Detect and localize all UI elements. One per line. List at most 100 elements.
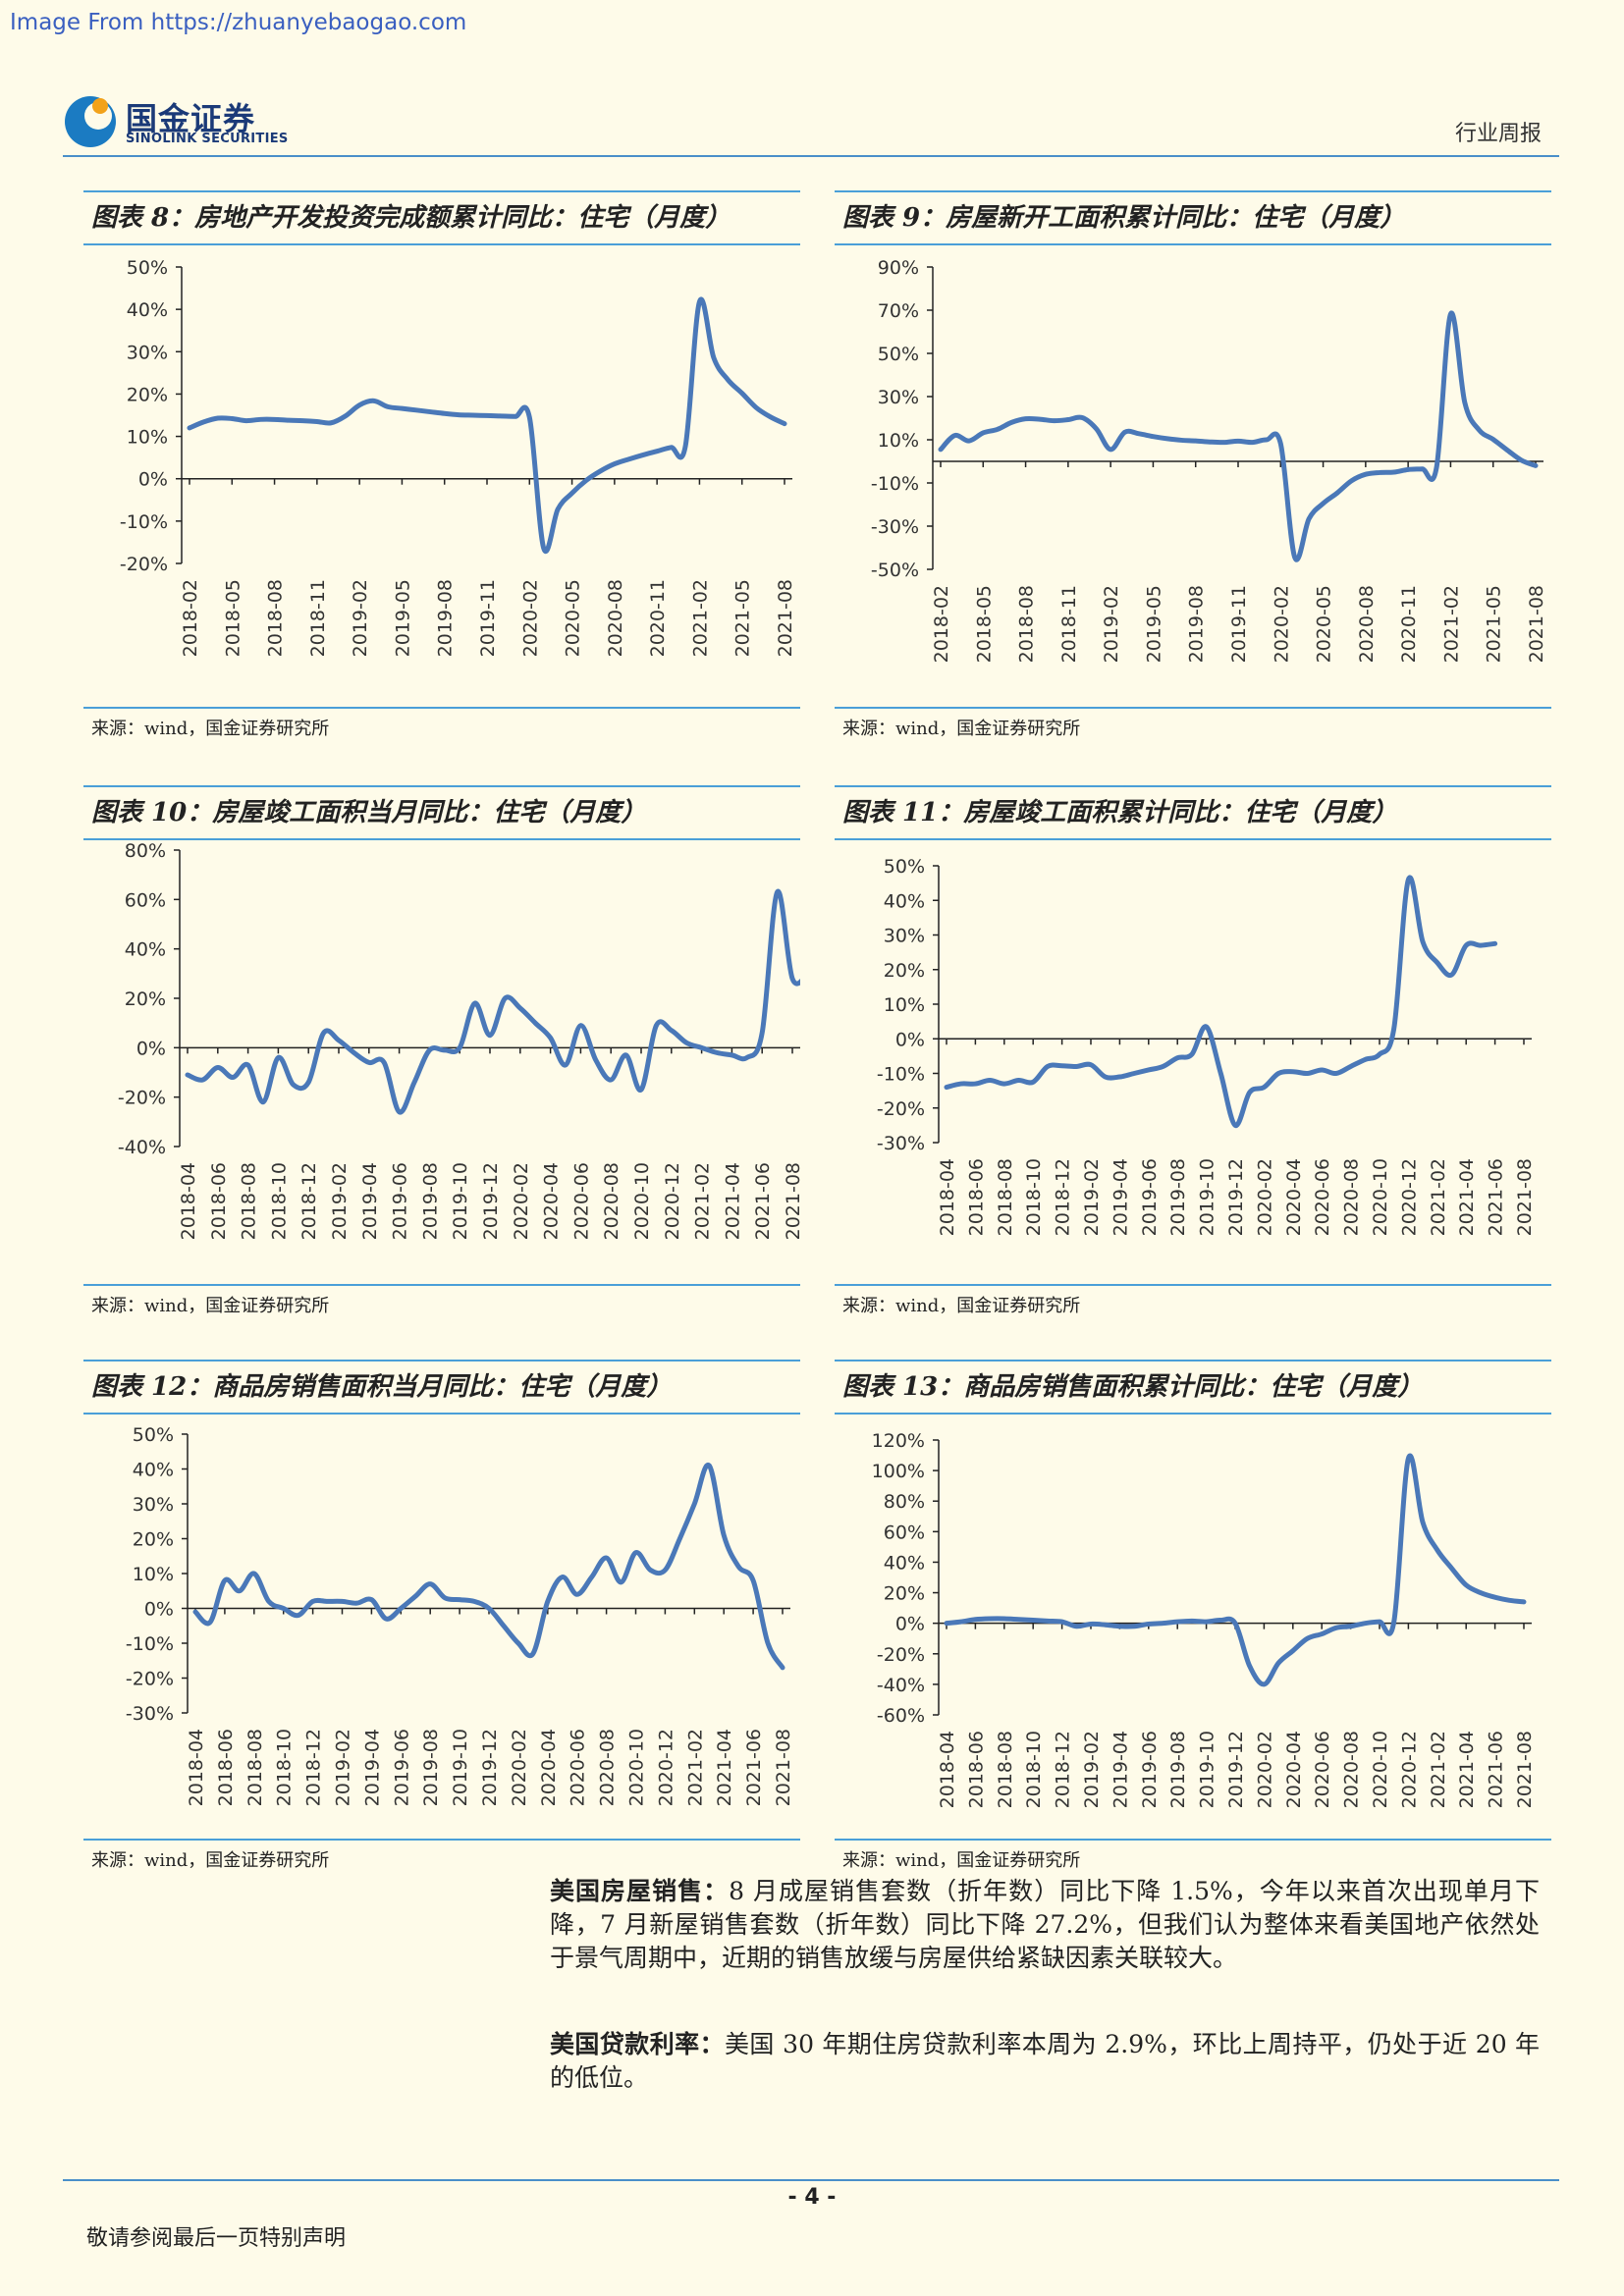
x-tick-label: 2020-02 — [511, 1162, 532, 1240]
x-tick-label: 2020-11 — [647, 579, 669, 657]
x-tick-label: 2018-04 — [178, 1162, 199, 1240]
x-tick-label: 2019-10 — [1197, 1731, 1218, 1808]
x-tick-label: 2019-04 — [1110, 1731, 1131, 1808]
x-tick-label: 2018-02 — [180, 579, 201, 657]
x-tick-label: 2019-02 — [329, 1162, 351, 1240]
y-tick-label: 40% — [884, 1552, 925, 1574]
chart-bottom-rule — [835, 1839, 1551, 1841]
x-tick-label: 2019-12 — [1225, 1158, 1247, 1236]
x-tick-label: 2019-10 — [1197, 1158, 1218, 1236]
x-tick-label: 2018-05 — [973, 585, 995, 663]
x-tick-label: 2018-08 — [265, 579, 287, 657]
x-tick-label: 2021-08 — [775, 579, 796, 657]
y-tick-label: 40% — [125, 939, 166, 961]
x-tick-label: 2018-08 — [239, 1162, 260, 1240]
y-tick-label: 30% — [133, 1494, 174, 1516]
x-tick-label: 2021-06 — [743, 1729, 765, 1806]
x-tick-label: 2020-06 — [570, 1162, 592, 1240]
y-tick-label: 50% — [127, 257, 168, 279]
x-tick-label: 2018-11 — [307, 579, 329, 657]
x-tick-label: 2019-12 — [479, 1729, 501, 1806]
series-line — [944, 1453, 1527, 1687]
x-tick-label: 2019-06 — [1139, 1731, 1161, 1808]
page-number: - 4 - — [787, 2185, 837, 2210]
x-tick-label: 2019-06 — [391, 1729, 412, 1806]
chart-source: 来源：wind，国金证券研究所 — [91, 1850, 330, 1871]
x-tick-label: 2019-10 — [450, 1162, 471, 1240]
x-tick-label: 2020-08 — [597, 1729, 619, 1806]
chart-svg: -40% -20% 0% 20% 40% 60% 80% 2018-04 2018-06 2018… — [118, 840, 800, 1240]
x-tick-label: 2020-10 — [631, 1162, 653, 1240]
x-tick-label: 2019-04 — [361, 1729, 383, 1806]
x-tick-label: 2018-05 — [222, 579, 244, 657]
x-tick-label: 2018-08 — [995, 1158, 1016, 1236]
y-tick-label: 120% — [872, 1430, 925, 1452]
series-line — [187, 296, 787, 555]
y-tick-label: -10% — [120, 511, 168, 533]
chart-panel-11: 图表 11：房屋竣工面积累计同比：住宅（月度） -30% -20% -10% 0% 10… — [835, 785, 1551, 1316]
chart-bottom-rule — [835, 707, 1551, 709]
y-tick-label: 0% — [136, 1038, 166, 1059]
x-tick-label: 2021-08 — [1514, 1158, 1536, 1236]
x-tick-label: 2018-04 — [937, 1731, 958, 1808]
chart-bottom-rule — [835, 1284, 1551, 1286]
y-tick-label: 10% — [133, 1564, 174, 1585]
y-tick-label: 20% — [133, 1529, 174, 1551]
x-tick-label: 2018-12 — [303, 1729, 325, 1806]
y-tick-label: -50% — [871, 560, 919, 581]
y-tick-label: 40% — [884, 890, 925, 912]
x-tick-label: 2020-12 — [1398, 1731, 1420, 1808]
x-tick-label: 2019-02 — [1081, 1158, 1103, 1236]
x-tick-label: 2018-06 — [215, 1729, 237, 1806]
x-tick-label: 2019-08 — [435, 579, 457, 657]
y-tick-label: -60% — [877, 1705, 925, 1727]
y-tick-label: 100% — [872, 1461, 925, 1482]
watermark: Image From https://zhuanyebaogao.com — [10, 10, 467, 35]
y-tick-label: 20% — [125, 988, 166, 1010]
x-tick-label: 2019-05 — [392, 579, 413, 657]
series-line — [185, 888, 800, 1115]
x-tick-label: 2020-04 — [1283, 1731, 1305, 1808]
y-tick-label: -20% — [126, 1669, 174, 1690]
y-tick-label: 40% — [127, 299, 168, 321]
x-tick-label: 2020-04 — [541, 1162, 563, 1240]
x-tick-label: 2018-10 — [1023, 1731, 1045, 1808]
x-tick-label: 2019-08 — [420, 1729, 442, 1806]
y-tick-label: 20% — [127, 384, 168, 405]
x-tick-label: 2021-04 — [722, 1162, 743, 1240]
x-tick-label: 2018-08 — [244, 1729, 266, 1806]
paragraph-heading: 美国贷款利率： — [550, 2030, 725, 2058]
y-tick-label: -30% — [126, 1703, 174, 1725]
x-tick-label: 2018-04 — [186, 1729, 207, 1806]
y-tick-label: 60% — [125, 889, 166, 911]
x-tick-label: 2018-08 — [995, 1731, 1016, 1808]
x-tick-label: 2019-02 — [1101, 585, 1122, 663]
x-tick-label: 2020-10 — [626, 1729, 648, 1806]
x-tick-label: 2020-10 — [1370, 1158, 1391, 1236]
paragraph-heading: 美国房屋销售： — [550, 1877, 730, 1905]
x-tick-label: 2018-06 — [208, 1162, 230, 1240]
chart-panel-12: 图表 12：商品房销售面积当月同比：住宅（月度） -30% -20% -10% 0% 1… — [83, 1360, 800, 1871]
x-tick-label: 2021-04 — [1456, 1158, 1478, 1236]
x-tick-label: 2019-05 — [1143, 585, 1164, 663]
x-tick-label: 2021-08 — [783, 1162, 800, 1240]
y-tick-label: 70% — [878, 300, 919, 322]
y-tick-label: 40% — [133, 1460, 174, 1481]
x-tick-label: 2018-12 — [1053, 1158, 1074, 1236]
chart-bottom-rule — [83, 1839, 800, 1841]
chart-title: 图表 13：商品房销售面积累计同比：住宅（月度） — [835, 1360, 1551, 1415]
x-tick-label: 2020-02 — [1254, 1158, 1275, 1236]
x-tick-label: 2020-02 — [519, 579, 541, 657]
x-tick-label: 2019-11 — [1228, 585, 1250, 663]
y-tick-label: -20% — [877, 1098, 925, 1120]
x-tick-label: 2020-08 — [1341, 1731, 1363, 1808]
y-tick-label: 0% — [144, 1599, 174, 1621]
x-tick-label: 2020-12 — [662, 1162, 683, 1240]
x-tick-label: 2021-05 — [1484, 585, 1505, 663]
x-tick-label: 2019-11 — [477, 579, 499, 657]
header-divider — [63, 155, 1559, 157]
y-tick-label: -30% — [877, 1133, 925, 1154]
x-tick-label: 2021-06 — [1486, 1731, 1507, 1808]
chart-svg: -60% -40% -20% 0% 20% 40% 60% 80% 100% 120% 2018-0… — [872, 1430, 1536, 1808]
paragraph-us-home-sales: 美国房屋销售：8 月成屋销售套数（折年数）同比下降 1.5%，今年以来首次出现单… — [550, 1875, 1540, 1975]
